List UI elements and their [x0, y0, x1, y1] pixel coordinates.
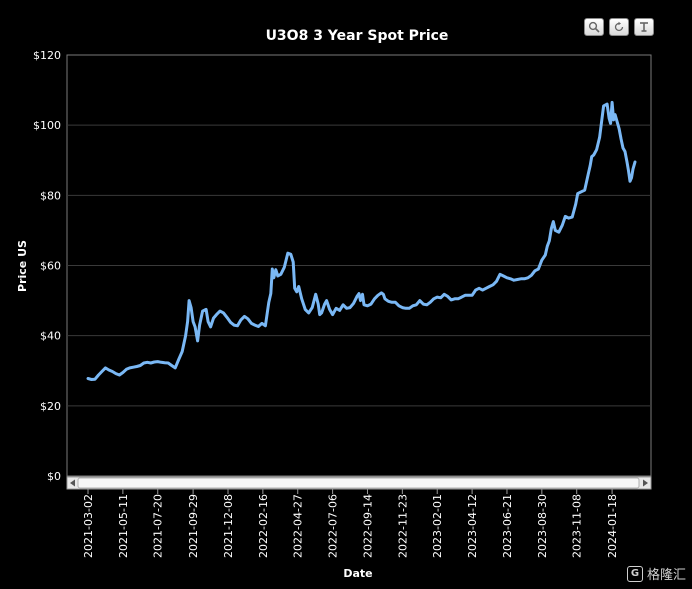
x-tick-label: 2023-06-21	[501, 494, 514, 558]
x-tick-label: 2022-04-27	[292, 494, 305, 558]
zoom-button[interactable]	[584, 18, 604, 36]
reset-zoom-button[interactable]	[609, 18, 629, 36]
scroll-left-arrow-icon[interactable]	[70, 479, 75, 487]
reset-icon	[614, 21, 624, 32]
magnifier-icon	[588, 21, 600, 33]
y-tick-label: $80	[40, 189, 61, 202]
y-tick-label: $120	[33, 49, 61, 62]
x-tick-label: 2022-09-14	[361, 494, 374, 558]
x-scrollbar[interactable]	[66, 476, 652, 490]
x-tick-label: 2021-03-02	[82, 494, 95, 558]
chart-title: U3O8 3 Year Spot Price	[266, 28, 449, 44]
y-tick-label: $20	[40, 400, 61, 413]
pan-icon	[640, 22, 648, 32]
x-tick-label: 2022-02-16	[257, 494, 270, 558]
pan-button[interactable]	[634, 18, 654, 36]
series-line	[86, 100, 637, 381]
x-tick-label: 2023-04-12	[466, 494, 479, 558]
x-tick-label: 2023-02-01	[431, 494, 444, 558]
scrollbar-thumb[interactable]	[77, 477, 640, 489]
x-tick-label: 2021-07-20	[152, 494, 165, 558]
x-tick-label: 2023-08-30	[536, 494, 549, 558]
watermark: G 格隆汇	[626, 564, 686, 583]
watermark-text: 格隆汇	[646, 568, 686, 583]
x-tick-label: 2023-11-08	[571, 494, 584, 558]
watermark-logo-icon: G	[626, 565, 643, 582]
y-tick-label: $40	[40, 330, 61, 343]
x-tick-label: 2021-05-11	[117, 494, 130, 558]
y-axis-label: Price US	[16, 240, 29, 292]
y-tick-label: $0	[47, 470, 61, 483]
grid-lines	[67, 124, 651, 407]
x-tick-label: 2021-12-08	[222, 494, 235, 558]
x-tick-label: 2022-11-23	[396, 494, 409, 558]
x-axis-label: Date	[343, 567, 372, 580]
x-tick-label: 2024-01-18	[606, 494, 619, 558]
y-tick-label: $100	[33, 119, 61, 132]
series-layer	[86, 100, 637, 381]
y-tick-labels: $0 $20 $40 $60 $80 $100 $120	[33, 49, 61, 483]
x-tick-labels: 2021-03-02 2021-05-11 2021-07-20 2021-09-29…	[82, 489, 619, 558]
scroll-right-arrow-icon[interactable]	[643, 479, 648, 487]
x-tick-label: 2021-09-29	[187, 494, 200, 558]
x-tick-label: 2022-07-06	[327, 494, 340, 558]
y-tick-label: $60	[40, 260, 61, 273]
